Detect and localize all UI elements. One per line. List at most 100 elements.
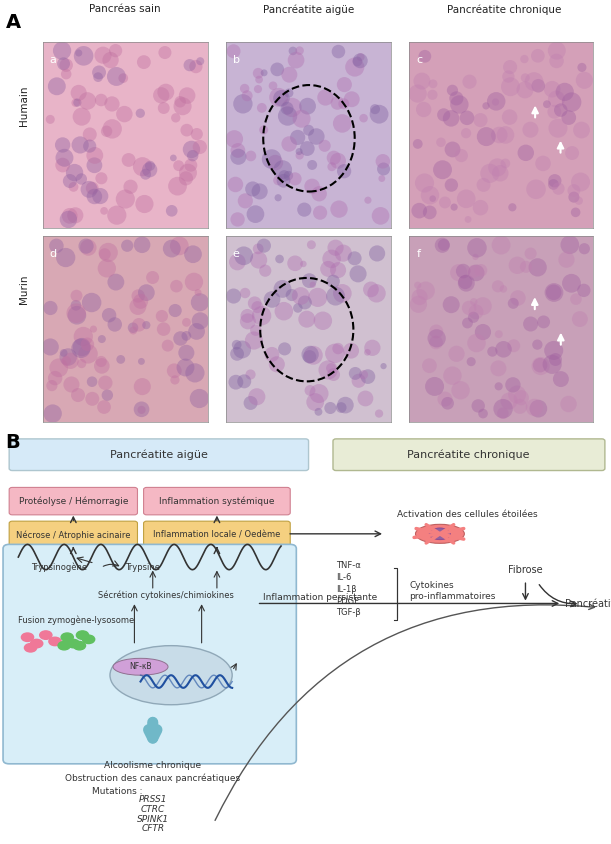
FancyArrowPatch shape <box>215 604 595 820</box>
Point <box>181 329 191 343</box>
Point <box>70 208 80 222</box>
Point <box>329 151 338 165</box>
Point <box>79 49 89 62</box>
Point <box>259 123 269 137</box>
Point <box>82 95 92 108</box>
Point <box>50 371 60 385</box>
Point <box>304 123 313 137</box>
Point <box>306 348 315 361</box>
Point <box>291 53 301 67</box>
Point <box>469 265 478 279</box>
Point <box>549 286 559 300</box>
Point <box>100 376 110 390</box>
Point <box>284 138 294 151</box>
Point <box>295 145 304 159</box>
Point <box>78 330 88 344</box>
Point <box>456 149 466 162</box>
Point <box>87 375 97 388</box>
Point <box>509 339 519 353</box>
Point <box>173 180 183 193</box>
Point <box>547 83 557 96</box>
Point <box>565 238 575 252</box>
Point <box>136 354 146 368</box>
Point <box>242 89 252 102</box>
Point <box>466 355 476 369</box>
Point <box>326 361 336 375</box>
Point <box>464 301 474 315</box>
Point <box>359 368 368 381</box>
Point <box>539 315 549 328</box>
Point <box>331 241 340 255</box>
Point <box>529 75 539 89</box>
Point <box>181 316 191 329</box>
Point <box>430 380 439 393</box>
Point <box>108 122 117 136</box>
Point <box>513 291 523 305</box>
Text: d: d <box>49 249 56 259</box>
Point <box>120 107 130 121</box>
Point <box>371 287 381 300</box>
Point <box>142 286 152 300</box>
Point <box>471 266 481 279</box>
Point <box>508 378 518 392</box>
FancyBboxPatch shape <box>9 439 309 470</box>
Point <box>299 203 309 216</box>
Point <box>195 140 205 154</box>
Point <box>170 304 180 317</box>
Point <box>51 239 61 252</box>
Point <box>178 100 188 113</box>
Point <box>87 392 97 406</box>
Point <box>349 252 359 265</box>
Point <box>123 154 133 167</box>
Point <box>194 392 204 405</box>
Point <box>302 312 312 326</box>
Point <box>464 75 474 89</box>
Point <box>505 111 514 124</box>
Point <box>58 159 68 172</box>
Point <box>323 363 333 376</box>
Point <box>508 296 518 310</box>
Point <box>71 299 81 312</box>
Point <box>99 204 109 218</box>
Point <box>97 171 106 185</box>
Point <box>233 150 243 164</box>
Point <box>148 271 158 284</box>
Point <box>84 182 94 196</box>
Text: a: a <box>49 55 56 65</box>
Point <box>73 96 82 110</box>
Point <box>76 342 86 355</box>
Point <box>460 275 470 289</box>
Point <box>70 165 79 179</box>
Point <box>60 151 70 165</box>
Point <box>229 289 238 303</box>
Point <box>259 66 269 79</box>
Text: Humain: Humain <box>20 85 29 126</box>
Point <box>521 260 531 273</box>
Point <box>569 184 579 197</box>
Point <box>295 44 304 57</box>
Point <box>87 181 97 195</box>
Point <box>232 347 242 360</box>
Point <box>336 401 346 414</box>
Point <box>334 203 344 216</box>
Point <box>337 116 347 130</box>
Point <box>339 165 349 178</box>
Text: e: e <box>233 249 240 259</box>
Point <box>73 388 83 402</box>
Point <box>443 397 453 410</box>
Point <box>520 83 530 96</box>
Point <box>447 369 457 382</box>
Point <box>504 394 514 408</box>
Point <box>97 93 106 106</box>
Point <box>232 338 241 351</box>
Point <box>186 143 196 156</box>
Point <box>90 149 100 162</box>
Point <box>189 275 199 289</box>
Point <box>496 238 506 252</box>
Point <box>478 325 488 338</box>
Point <box>156 89 166 102</box>
Circle shape <box>61 633 73 641</box>
Point <box>536 360 546 373</box>
Point <box>312 130 321 143</box>
Point <box>414 298 423 311</box>
